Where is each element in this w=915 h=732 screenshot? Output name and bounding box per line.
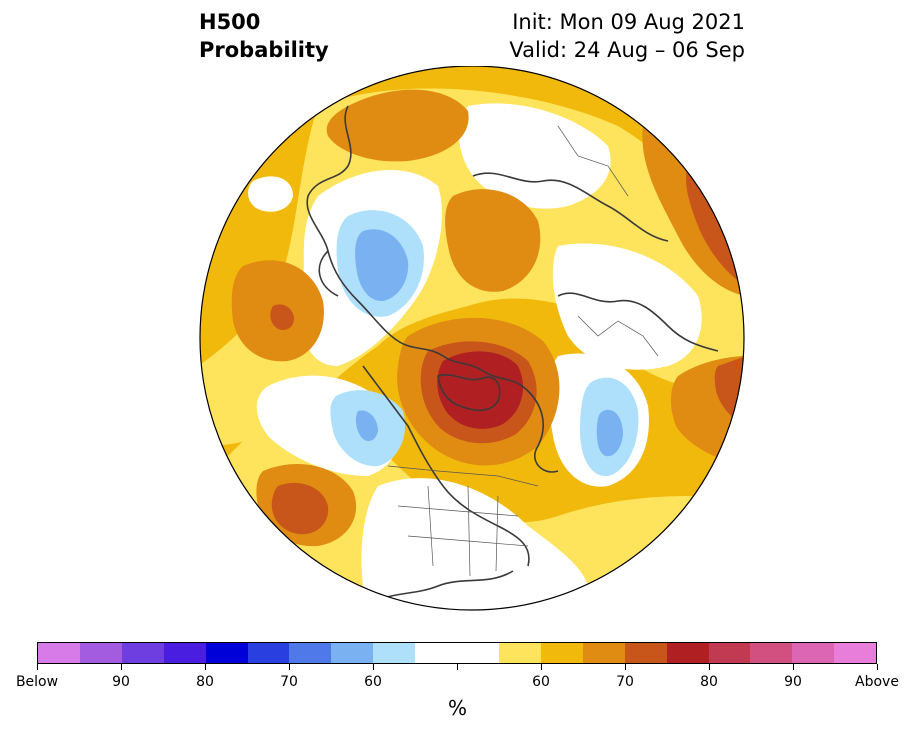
region-neutral	[248, 176, 293, 212]
colorbar-tick-label: 90	[784, 674, 802, 690]
colorbar-cell	[247, 643, 290, 663]
colorbar-cell	[163, 643, 206, 663]
region-above-max	[437, 351, 523, 429]
colorbar-tick	[120, 664, 122, 670]
borders	[387, 125, 659, 577]
colorbar-cell	[750, 643, 793, 663]
region-neutral	[458, 103, 611, 209]
colorbar-tick-label: 70	[616, 674, 634, 690]
variable-label: H500	[199, 10, 261, 34]
forecast-dates: Init: Mon 09 Aug 2021 Valid: 24 Aug – 06…	[509, 8, 745, 64]
colorbar-cell	[834, 643, 877, 663]
colorbar-cell	[457, 643, 499, 663]
colorbar-tick-label: 80	[196, 674, 214, 690]
map-boundary	[199, 66, 745, 611]
colorbar-tick	[792, 664, 794, 670]
colorbar-tick-label: 90	[112, 674, 130, 690]
colorbar-tick	[876, 664, 878, 670]
coastlines	[306, 105, 719, 607]
quantity-label: Probability	[199, 38, 329, 62]
colorbar-tick-label: 60	[532, 674, 550, 690]
colorbar-cell	[38, 643, 80, 663]
region-below-mid	[596, 409, 623, 457]
region-above-strong	[271, 482, 329, 535]
colorbar-cell	[708, 643, 751, 663]
colorbar-tick-label: 60	[364, 674, 382, 690]
colorbar-tick	[456, 664, 458, 670]
colorbar-tick-label: Above	[855, 674, 899, 690]
init-date: Init: Mon 09 Aug 2021	[512, 10, 745, 34]
colorbar	[37, 642, 877, 664]
colorbar-cell	[540, 643, 583, 663]
colorbar-tick	[624, 664, 626, 670]
region-above-dark	[326, 89, 469, 162]
region-below-mid	[355, 410, 378, 442]
colorbar-tick-label: 80	[700, 674, 718, 690]
colorbar-cell	[331, 643, 374, 663]
colorbar-tick	[540, 664, 542, 670]
valid-range: Valid: 24 Aug – 06 Sep	[509, 38, 745, 62]
region-above-dark	[445, 189, 541, 292]
colorbar-tick	[708, 664, 710, 670]
colorbar-unit: %	[447, 696, 467, 720]
colorbar-tick-label: 70	[280, 674, 298, 690]
colorbar-cell	[624, 643, 667, 663]
colorbar-cell	[666, 643, 709, 663]
region-below-mid	[355, 229, 409, 302]
colorbar-tick	[288, 664, 290, 670]
colorbar-cell	[373, 643, 416, 663]
colorbar-cell	[582, 643, 625, 663]
region-neutral	[552, 243, 702, 370]
map-title: H500 Probability	[199, 8, 329, 64]
region-neutral	[361, 478, 590, 610]
colorbar-tick	[36, 664, 38, 670]
colorbar-cell	[205, 643, 248, 663]
colorbar-cell	[792, 643, 835, 663]
colorbar-tick	[204, 664, 206, 670]
colorbar-cell	[79, 643, 122, 663]
colorbar-tick	[372, 664, 374, 670]
colorbar-cell	[289, 643, 332, 663]
colorbar-tick-label: Below	[15, 674, 59, 690]
colorbar-cell	[121, 643, 164, 663]
region-above-strong	[270, 304, 294, 330]
polar-map	[199, 66, 745, 611]
colorbar-ticks	[36, 664, 878, 670]
colorbar-cell	[498, 643, 541, 663]
colorbar-cell	[415, 643, 458, 663]
